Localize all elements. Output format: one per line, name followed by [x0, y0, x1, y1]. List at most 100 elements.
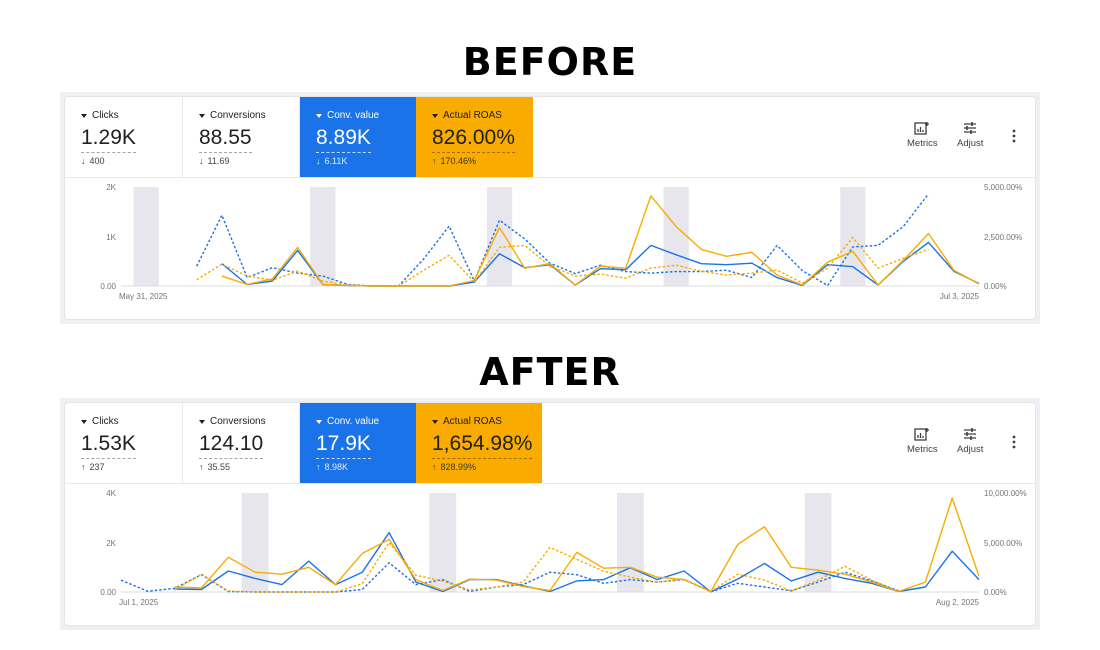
arrow-up-icon: ↑	[432, 156, 437, 166]
tab-label: Actual ROAS	[443, 110, 502, 121]
after-line-chart: 4K 2K 0.00 10,000.00% 5,000.00% 0.00% Ju…	[100, 489, 1027, 607]
tab-delta: 35.55	[207, 462, 231, 472]
before-line-chart: 2K 1K 0.00 5,000.00% 2,500.00% 0.00% May…	[100, 183, 1022, 301]
weekend-band	[617, 493, 644, 592]
tab-label: Conv. value	[327, 416, 380, 427]
metrics-label: Metrics	[907, 138, 938, 149]
weekend-band	[486, 187, 513, 286]
series-line-conv-value-solid	[174, 531, 980, 593]
weekend-band	[840, 187, 866, 286]
metrics-label: Metrics	[907, 444, 938, 455]
dropdown-caret-icon	[199, 113, 205, 118]
tab-label: Actual ROAS	[443, 416, 502, 427]
before-panel-wrapper: Clicks 1.29K ↓ 400 Conversions 88.55 ↓ 11.…	[60, 92, 1040, 324]
weekend-band	[133, 187, 159, 286]
dropdown-caret-icon	[199, 419, 205, 424]
x-axis-end-date: Jul 3, 2025	[940, 292, 980, 301]
weekend-band	[241, 493, 269, 592]
tab-delta: 828.99%	[440, 462, 477, 472]
after-metric-tabs: Clicks 1.53K ↑ 237 Conversions 124.10 ↑ 35…	[65, 403, 1035, 484]
x-axis-start-date: May 31, 2025	[119, 292, 168, 301]
tab-value: 17.9K	[316, 432, 371, 459]
x-axis-end-date: Aug 2, 2025	[936, 598, 980, 607]
dropdown-caret-icon	[81, 419, 87, 424]
adjust-label: Adjust	[957, 444, 984, 455]
tab-delta: 237	[89, 462, 105, 472]
right-axis-tick: 5,000.00%	[984, 183, 1022, 192]
after-tab-conv-value[interactable]: Conv. value 17.9K ↑ 8.98K	[300, 403, 416, 483]
tab-delta: 8.98K	[324, 462, 349, 472]
before-metrics-button[interactable]: Metrics	[907, 121, 938, 149]
right-axis-tick: 10,000.00%	[984, 489, 1027, 498]
after-more-options-button[interactable]	[1011, 435, 1017, 454]
series-line-conv-value-dashed	[120, 562, 899, 593]
dropdown-caret-icon	[316, 419, 322, 424]
tab-value: 826.00%	[432, 126, 515, 153]
metrics-chart-icon	[914, 428, 930, 441]
before-tab-actual-roas[interactable]: Actual ROAS 826.00% ↑ 170.46%	[416, 97, 533, 177]
left-axis-tick: 2K	[106, 539, 116, 548]
weekend-band	[663, 187, 689, 286]
left-axis-tick: 1K	[106, 233, 116, 242]
more-vert-icon	[1012, 129, 1016, 143]
after-panel-wrapper: Clicks 1.53K ↑ 237 Conversions 124.10 ↑ 35…	[60, 398, 1040, 630]
before-tab-clicks[interactable]: Clicks 1.29K ↓ 400	[65, 97, 183, 177]
tab-delta: 6.11K	[324, 156, 348, 166]
dropdown-caret-icon	[432, 419, 438, 424]
metrics-chart-icon	[914, 122, 930, 135]
right-axis-tick: 2,500.00%	[984, 233, 1022, 242]
before-heading: BEFORE	[462, 40, 638, 84]
series-line-actual-roas-dashed	[174, 541, 899, 593]
after-tab-actual-roas[interactable]: Actual ROAS 1,654.98% ↑ 828.99%	[416, 403, 542, 483]
adjust-sliders-icon	[964, 122, 977, 134]
tab-label: Clicks	[92, 416, 119, 427]
tab-delta: 400	[89, 156, 105, 166]
before-adjust-button[interactable]: Adjust	[957, 121, 983, 149]
after-adjust-button[interactable]: Adjust	[957, 427, 983, 455]
right-axis-tick: 0.00%	[984, 282, 1007, 291]
adjust-label: Adjust	[957, 138, 984, 149]
tab-label: Clicks	[92, 110, 119, 121]
arrow-up-icon: ↑	[432, 462, 437, 472]
tab-label: Conversions	[210, 416, 266, 427]
arrow-up-icon: ↑	[316, 462, 321, 472]
after-tab-conversions[interactable]: Conversions 124.10 ↑ 35.55	[183, 403, 300, 483]
after-tab-clicks[interactable]: Clicks 1.53K ↑ 237	[65, 403, 183, 483]
arrow-down-icon: ↓	[81, 156, 86, 166]
dropdown-caret-icon	[316, 113, 322, 118]
dropdown-caret-icon	[81, 113, 87, 118]
left-axis-tick: 0.00	[100, 588, 116, 597]
arrow-up-icon: ↑	[199, 462, 204, 472]
left-axis-tick: 2K	[106, 183, 116, 192]
weekend-band	[804, 493, 832, 592]
series-line-conv-value-dashed	[196, 193, 930, 287]
tab-value: 1.53K	[81, 432, 136, 459]
left-axis-tick: 4K	[106, 489, 116, 498]
after-performance-panel: Clicks 1.53K ↑ 237 Conversions 124.10 ↑ 35…	[64, 402, 1036, 626]
before-more-options-button[interactable]	[1011, 129, 1017, 148]
series-line-actual-roas-solid	[174, 497, 980, 593]
before-tab-conv-value[interactable]: Conv. value 8.89K ↓ 6.11K	[300, 97, 416, 177]
tab-delta: 170.46%	[440, 156, 477, 166]
tab-label: Conversions	[210, 110, 266, 121]
tab-value: 1,654.98%	[432, 432, 533, 459]
weekend-band	[310, 187, 336, 286]
tab-value: 8.89K	[316, 126, 371, 153]
tab-label: Conv. value	[327, 110, 380, 121]
before-metric-tabs: Clicks 1.29K ↓ 400 Conversions 88.55 ↓ 11.…	[65, 97, 1035, 178]
adjust-sliders-icon	[964, 428, 977, 440]
right-axis-tick: 5,000.00%	[984, 539, 1022, 548]
series-line-actual-roas-dashed	[196, 236, 929, 287]
tab-value: 124.10	[199, 432, 264, 459]
tab-value: 88.55	[199, 126, 252, 153]
tab-delta: 11.69	[207, 156, 230, 166]
left-axis-tick: 0.00	[100, 282, 116, 291]
arrow-down-icon: ↓	[199, 156, 204, 166]
x-axis-start-date: Jul 1, 2025	[119, 598, 159, 607]
more-vert-icon	[1012, 435, 1016, 449]
arrow-up-icon: ↑	[81, 462, 86, 472]
dropdown-caret-icon	[432, 113, 438, 118]
before-tab-conversions[interactable]: Conversions 88.55 ↓ 11.69	[183, 97, 300, 177]
before-performance-panel: Clicks 1.29K ↓ 400 Conversions 88.55 ↓ 11.…	[64, 96, 1036, 320]
after-metrics-button[interactable]: Metrics	[907, 427, 938, 455]
